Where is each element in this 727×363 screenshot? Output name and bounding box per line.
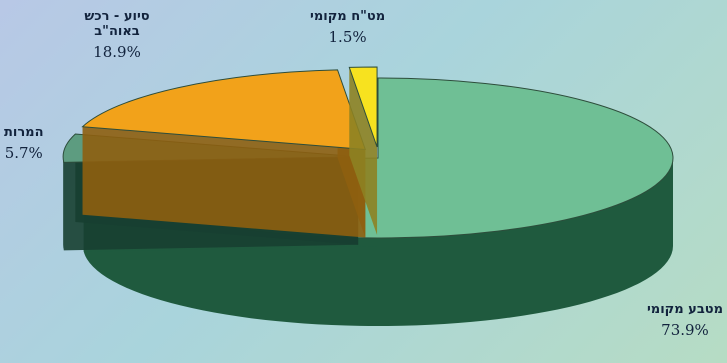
- slice-name: המרות: [4, 125, 44, 140]
- slice-label-local-currency: מטבע מקומי 73.9%: [646, 302, 723, 339]
- slice-value: 1.5%: [328, 27, 367, 46]
- slice-label-aid-purchase-us: סיוע - רכש באוה"ב 18.9%: [62, 9, 172, 61]
- pie-slice-aid-purchase-us: [81, 69, 367, 238]
- pie-slice-local-fx: [348, 66, 378, 236]
- slice-name: סיוע - רכש באוה"ב: [84, 9, 150, 39]
- slice-top-face: [348, 66, 378, 148]
- slice-value: 18.9%: [93, 42, 141, 61]
- slice-label-conversions: המרות 5.7%: [4, 125, 44, 162]
- slice-value: 5.7%: [4, 143, 43, 162]
- slice-side-wall: [83, 158, 674, 326]
- slice-cut-face: [349, 67, 378, 236]
- slice-cut-face: [82, 126, 366, 238]
- slice-label-local-fx: מט"ח מקומי 1.5%: [310, 9, 386, 46]
- slice-side-wall: [63, 156, 64, 251]
- slice-name: מט"ח מקומי: [310, 9, 386, 24]
- slice-name: מטבע מקומי: [646, 302, 723, 317]
- slice-top-face: [81, 69, 367, 151]
- slice-value: 73.9%: [661, 320, 709, 339]
